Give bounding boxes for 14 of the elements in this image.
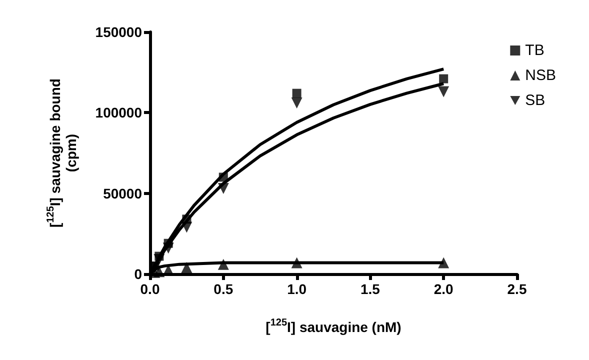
y-tick-label: 0 bbox=[134, 266, 142, 282]
legend-label: SB bbox=[525, 92, 546, 109]
x-tick-label: 0.0 bbox=[140, 281, 160, 297]
y-axis-title: [125I] sauvagine bound (cpm) bbox=[46, 78, 79, 228]
legend-label: NSB bbox=[525, 67, 556, 84]
y-tick-label: 100000 bbox=[95, 104, 142, 121]
x-tick-label: 1.0 bbox=[287, 281, 307, 297]
x-tick-label: 0.5 bbox=[214, 281, 234, 297]
x-tick-label: 2.5 bbox=[507, 281, 527, 297]
y-tick-label: 50000 bbox=[103, 185, 142, 202]
x-tick-label: 1.5 bbox=[360, 281, 380, 297]
y-tick-label: 150000 bbox=[95, 24, 142, 40]
legend-label: TB bbox=[525, 42, 544, 59]
x-tick-label: 2.0 bbox=[434, 281, 454, 297]
